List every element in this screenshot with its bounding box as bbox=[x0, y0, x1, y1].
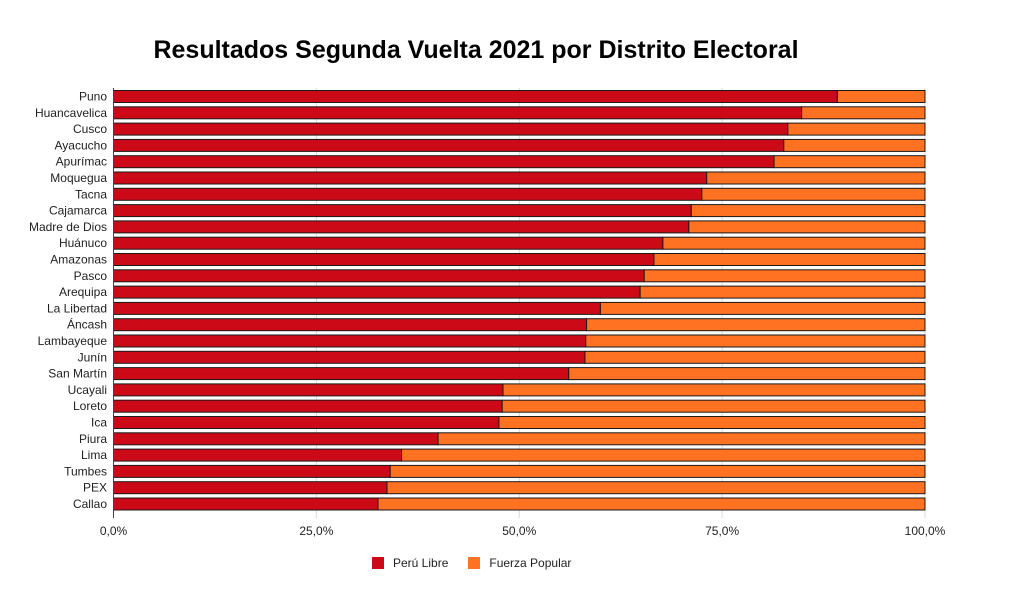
bar-segment-peru-libre[interactable] bbox=[113, 350, 586, 364]
bar-segment-fuerza-popular[interactable] bbox=[653, 253, 926, 266]
category-label: Loreto bbox=[73, 399, 107, 413]
bar-segment-fuerza-popular[interactable] bbox=[498, 416, 926, 429]
category-label: Arequipa bbox=[59, 285, 107, 299]
bar-segment-fuerza-popular[interactable] bbox=[501, 399, 926, 413]
category-label: Moquegua bbox=[50, 171, 107, 185]
bar-segment-peru-libre[interactable] bbox=[113, 301, 601, 315]
legend: Perú Libre Fuerza Popular bbox=[372, 556, 591, 570]
category-label: Tumbes bbox=[64, 464, 107, 478]
legend-swatch-fuerza-popular bbox=[468, 557, 481, 569]
bar-segment-peru-libre[interactable] bbox=[113, 285, 641, 299]
bar-segment-fuerza-popular[interactable] bbox=[787, 122, 926, 136]
bar-segment-fuerza-popular[interactable] bbox=[584, 350, 926, 364]
category-label: Huancavelica bbox=[35, 106, 107, 120]
category-label: Cusco bbox=[73, 122, 107, 136]
bar-segment-peru-libre[interactable] bbox=[113, 464, 391, 478]
bar-segment-fuerza-popular[interactable] bbox=[639, 285, 926, 299]
category-label: Callao bbox=[73, 497, 107, 511]
category-label: Pasco bbox=[74, 269, 108, 283]
bar-segment-fuerza-popular[interactable] bbox=[783, 138, 926, 152]
bar-segment-peru-libre[interactable] bbox=[113, 236, 664, 250]
bar-segment-fuerza-popular[interactable] bbox=[662, 236, 926, 250]
bar-segment-peru-libre[interactable] bbox=[113, 122, 789, 136]
legend-item-fuerza-popular[interactable]: Fuerza Popular bbox=[468, 556, 571, 570]
bar-segment-peru-libre[interactable] bbox=[113, 416, 500, 429]
bar-segment-peru-libre[interactable] bbox=[113, 90, 838, 103]
category-label: Junín bbox=[78, 350, 107, 364]
bar-segment-fuerza-popular[interactable] bbox=[585, 334, 926, 348]
bar-segment-peru-libre[interactable] bbox=[113, 399, 503, 413]
x-tick-label: 25,0% bbox=[299, 524, 333, 538]
bar-segment-peru-libre[interactable] bbox=[113, 383, 504, 397]
x-axis-ticks: 0,0% 25,0% 50,0% 75,0% 100,0% bbox=[100, 524, 946, 538]
bar-segment-peru-libre[interactable] bbox=[113, 269, 645, 283]
bar-segment-peru-libre[interactable] bbox=[113, 367, 570, 381]
category-label: Puno bbox=[79, 90, 107, 104]
bar-segment-fuerza-popular[interactable] bbox=[688, 220, 926, 234]
bar-segment-peru-libre[interactable] bbox=[113, 318, 588, 332]
category-labels: Puno Huancavelica Cusco Ayacucho Apurímac Moq… bbox=[29, 90, 107, 512]
bar-segment-peru-libre[interactable] bbox=[113, 432, 439, 446]
category-label: La Libertad bbox=[47, 301, 107, 315]
chart-title: Resultados Segunda Vuelta 2021 por Distr… bbox=[153, 36, 799, 64]
bar-segment-fuerza-popular[interactable] bbox=[401, 448, 926, 462]
bar-segment-peru-libre[interactable] bbox=[113, 138, 785, 152]
category-label: Ayacucho bbox=[55, 138, 108, 152]
bar-segment-peru-libre[interactable] bbox=[113, 497, 379, 511]
category-label: Áncash bbox=[67, 317, 107, 332]
category-label: Amazonas bbox=[50, 253, 107, 267]
category-label: PEX bbox=[83, 481, 107, 495]
bar-segment-fuerza-popular[interactable] bbox=[599, 301, 926, 315]
category-label: Cajamarca bbox=[49, 204, 107, 218]
category-label: Piura bbox=[79, 432, 107, 446]
category-label: Tacna bbox=[75, 187, 107, 201]
category-label: San Martín bbox=[48, 367, 107, 381]
legend-item-peru-libre[interactable]: Perú Libre bbox=[372, 556, 448, 570]
x-tick-label: 50,0% bbox=[502, 524, 536, 538]
bar-segment-peru-libre[interactable] bbox=[113, 204, 692, 218]
bar-segment-fuerza-popular[interactable] bbox=[377, 497, 926, 511]
bar-segment-fuerza-popular[interactable] bbox=[701, 187, 926, 201]
bar-segment-fuerza-popular[interactable] bbox=[836, 90, 926, 103]
category-label: Huánuco bbox=[59, 236, 107, 250]
category-label: Apurímac bbox=[56, 155, 107, 169]
x-tick-label: 100,0% bbox=[905, 524, 946, 538]
category-label: Madre de Dios bbox=[29, 220, 107, 234]
bar-segment-peru-libre[interactable] bbox=[113, 220, 690, 234]
bars bbox=[113, 90, 926, 511]
category-label: Ucayali bbox=[68, 383, 107, 397]
category-label: Lima bbox=[81, 448, 107, 462]
bar-segment-fuerza-popular[interactable] bbox=[502, 383, 926, 397]
bar-segment-fuerza-popular[interactable] bbox=[568, 367, 926, 381]
legend-swatch-peru-libre bbox=[372, 557, 384, 569]
legend-label-fuerza-popular: Fuerza Popular bbox=[489, 556, 572, 570]
x-tick-label: 75,0% bbox=[705, 524, 739, 538]
bar-segment-fuerza-popular[interactable] bbox=[389, 464, 926, 478]
bar-segment-fuerza-popular[interactable] bbox=[706, 171, 926, 185]
x-tick-label: 0,0% bbox=[100, 524, 128, 538]
bar-segment-fuerza-popular[interactable] bbox=[586, 318, 926, 332]
bar-segment-peru-libre[interactable] bbox=[113, 334, 587, 348]
bar-segment-peru-libre[interactable] bbox=[113, 253, 655, 266]
bar-segment-fuerza-popular[interactable] bbox=[643, 269, 926, 283]
bar-segment-fuerza-popular[interactable] bbox=[773, 155, 926, 169]
bar-segment-peru-libre[interactable] bbox=[113, 448, 403, 462]
category-label: Ica bbox=[91, 416, 107, 430]
bar-segment-fuerza-popular[interactable] bbox=[386, 481, 926, 495]
bar-segment-fuerza-popular[interactable] bbox=[437, 432, 926, 446]
legend-label-peru-libre: Perú Libre bbox=[393, 556, 449, 570]
bar-segment-peru-libre[interactable] bbox=[113, 106, 803, 120]
bar-segment-peru-libre[interactable] bbox=[113, 187, 703, 201]
bar-segment-peru-libre[interactable] bbox=[113, 481, 388, 495]
category-label: Lambayeque bbox=[38, 334, 108, 348]
bar-segment-fuerza-popular[interactable] bbox=[690, 204, 926, 218]
bar-segment-fuerza-popular[interactable] bbox=[801, 106, 926, 120]
bar-segment-peru-libre[interactable] bbox=[113, 171, 708, 185]
bar-segment-peru-libre[interactable] bbox=[113, 155, 775, 169]
